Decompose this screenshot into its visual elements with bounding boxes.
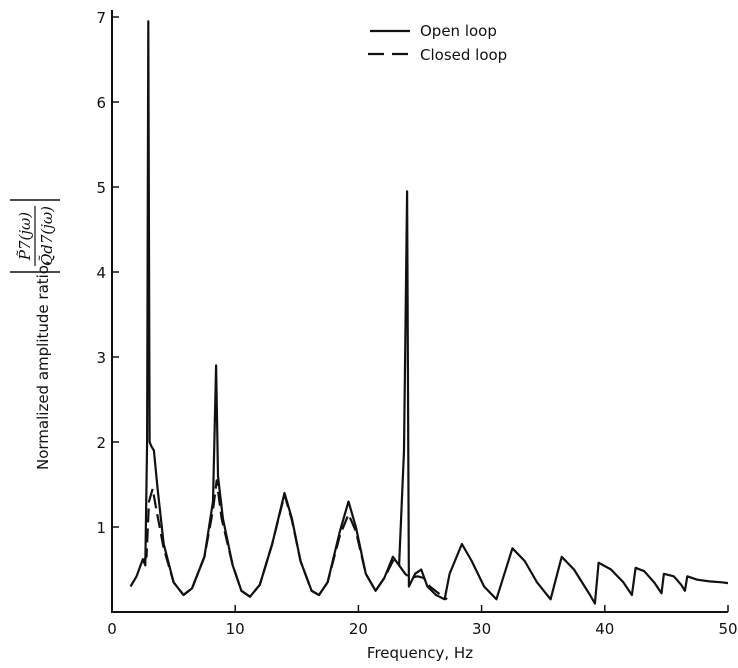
y-axis-title: Normalized amplitude ratio, P̃7(jω) Q̃d7… <box>10 199 60 470</box>
series-layer <box>129 20 729 605</box>
x-axis-title: Frequency, Hz <box>367 644 473 662</box>
x-tick-label: 30 <box>472 620 491 638</box>
axis-frame <box>111 10 728 613</box>
series-line-open-loop <box>129 20 729 605</box>
y-tick-label: 5 <box>96 179 106 197</box>
legend-label-open-loop: Open loop <box>420 22 497 40</box>
y-tick-label: 7 <box>96 9 106 27</box>
x-tick-label: 50 <box>718 620 737 638</box>
x-tick-label: 10 <box>226 620 245 638</box>
ratio-numerator: P̃7(jω) <box>16 212 34 261</box>
plot-area: 0 10 20 30 40 50 1 2 3 4 5 6 7 <box>96 9 737 638</box>
y-tick-label: 4 <box>96 264 106 282</box>
x-axis-ticks: 0 10 20 30 40 50 <box>107 605 738 638</box>
y-axis-ratio: P̃7(jω) Q̃d7(jω) <box>10 199 60 273</box>
series-line-closed-loop <box>141 479 448 601</box>
y-axis-ticks: 1 2 3 4 5 6 7 <box>96 9 119 537</box>
x-tick-label: 40 <box>595 620 614 638</box>
ratio-denominator: Q̃d7(jω) <box>38 206 56 266</box>
x-tick-label: 0 <box>107 620 117 638</box>
legend-label-closed-loop: Closed loop <box>420 46 507 64</box>
y-tick-label: 3 <box>96 349 106 367</box>
legend: Open loop Closed loop <box>368 22 507 64</box>
y-tick-label: 2 <box>96 434 106 452</box>
y-tick-label: 6 <box>96 94 106 112</box>
y-axis-title-text: Normalized amplitude ratio, <box>34 260 52 470</box>
x-tick-label: 20 <box>349 620 368 638</box>
y-tick-label: 1 <box>96 519 106 537</box>
